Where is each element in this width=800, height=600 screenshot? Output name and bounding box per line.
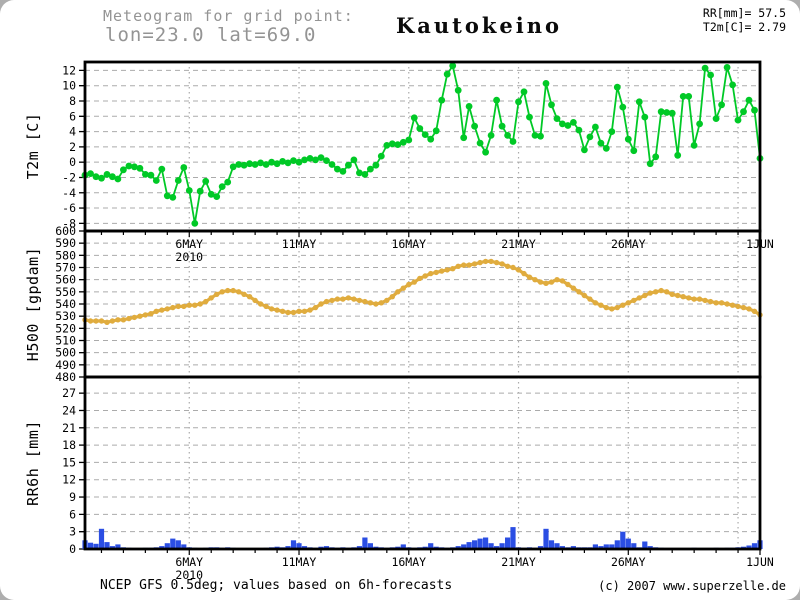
date-label: 11MAY [282, 237, 317, 251]
date-label: 1JUN [746, 555, 774, 569]
h500-series [84, 259, 761, 324]
y-tick-label: 9 [69, 490, 76, 504]
y-tick-label: 530 [55, 309, 76, 323]
y-tick-label: 600 [55, 224, 76, 238]
y-tick-label: 590 [55, 236, 76, 250]
rr-total-value: RR[mm]= 57.5 [702, 6, 786, 20]
y-tick-label: 540 [55, 297, 76, 311]
copyright-note: (c) 2007 www.superzelle.de [598, 579, 786, 593]
rr6h-panel: 27 24 21 18 15 12 9 6 3 0 [62, 375, 763, 556]
t2m-series [84, 63, 761, 224]
y-tick-label: 500 [55, 346, 76, 360]
x-axis-labels: 6MAY 11MAY 16MAY 21MAY 26MAY 1JUN 2010 [100, 231, 774, 264]
y-tick-label: 0 [69, 542, 76, 556]
y-tick-label: 21 [62, 421, 76, 435]
y-tick-label: -8 [62, 216, 76, 230]
y-tick-label: 24 [62, 403, 76, 417]
y-tick-label: -2 [62, 170, 76, 184]
date-label: 16MAY [391, 555, 426, 569]
date-label: 21MAY [501, 237, 536, 251]
y-tick-label: 3 [69, 525, 76, 539]
y-tick-label: 4 [69, 125, 76, 139]
y-tick-label: 550 [55, 285, 76, 299]
date-label: 11MAY [282, 555, 317, 569]
y-tick-label: 12 [62, 473, 76, 487]
y-tick-label: 6 [69, 507, 76, 521]
rr6h-axis-title: RR6h [mm] [24, 420, 42, 506]
y-tick-label: -4 [62, 186, 76, 200]
y-tick-label: 12 [62, 63, 76, 77]
summary-values: RR[mm]= 57.5 T2m[C]= 2.79 [703, 6, 786, 34]
date-label: 26MAY [611, 237, 646, 251]
y-tick-label: 520 [55, 321, 76, 335]
date-label: 6MAY [175, 555, 203, 569]
y-tick-label: 570 [55, 261, 76, 275]
y-tick-label: 15 [62, 455, 76, 469]
x-axis-labels: 6MAY 11MAY 16MAY 21MAY 26MAY 1JUN 2010 [100, 549, 774, 582]
station-name: Kautokeino [396, 13, 562, 38]
date-label: 6MAY [175, 237, 203, 251]
y-tick-label: 0 [69, 155, 76, 169]
y-tick-label: 27 [62, 386, 76, 400]
y-tick-label: 18 [62, 438, 76, 452]
year-label: 2010 [175, 250, 203, 264]
y-tick-label: 580 [55, 248, 76, 262]
y-tick-label: 510 [55, 334, 76, 348]
y-tick-label: 2 [69, 140, 76, 154]
y-tick-label: 10 [62, 79, 76, 93]
rr6h-bars [82, 527, 763, 549]
date-label: 21MAY [501, 555, 536, 569]
y-tick-label: 560 [55, 273, 76, 287]
page-title: Meteogram for grid point: [103, 7, 354, 25]
data-source-note: NCEP GFS 0.5deg; values based on 6h-fore… [100, 578, 453, 593]
y-tick-label: 480 [55, 370, 76, 384]
t2m-current-value: T2m[C]= 2.79 [702, 20, 786, 34]
y-tick-label: 490 [55, 358, 76, 372]
date-label: 26MAY [611, 555, 646, 569]
date-label: 1JUN [746, 237, 774, 251]
y-tick-label: 8 [69, 94, 76, 108]
y-tick-label: -6 [62, 201, 76, 215]
y-tick-label: 6 [69, 109, 76, 123]
year-label: 2010 [175, 568, 203, 582]
grid-point-coordinates: lon=23.0 lat=69.0 [105, 24, 317, 46]
date-label: 16MAY [391, 237, 426, 251]
